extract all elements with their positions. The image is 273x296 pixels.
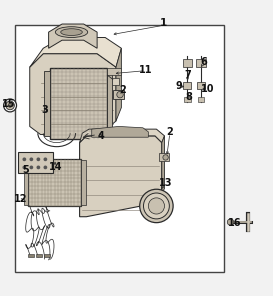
Circle shape xyxy=(144,193,169,219)
Polygon shape xyxy=(80,136,162,217)
Circle shape xyxy=(6,101,14,110)
Circle shape xyxy=(8,104,12,107)
Circle shape xyxy=(29,157,33,161)
Text: 15: 15 xyxy=(2,99,16,109)
Text: 16: 16 xyxy=(228,218,242,228)
Bar xyxy=(183,82,191,89)
Polygon shape xyxy=(80,129,165,143)
Text: 2: 2 xyxy=(119,85,126,95)
Bar xyxy=(184,97,191,102)
Circle shape xyxy=(148,198,165,214)
Ellipse shape xyxy=(61,29,82,36)
Text: 9: 9 xyxy=(176,81,183,91)
Bar xyxy=(28,159,81,206)
Polygon shape xyxy=(49,24,97,48)
Bar xyxy=(107,68,121,75)
Text: 2: 2 xyxy=(167,127,173,137)
Text: 8: 8 xyxy=(185,92,192,102)
Ellipse shape xyxy=(55,27,88,38)
Circle shape xyxy=(37,157,40,161)
Circle shape xyxy=(43,165,47,169)
Polygon shape xyxy=(92,126,148,137)
Text: 1: 1 xyxy=(159,18,167,28)
Bar xyxy=(23,160,28,205)
Bar xyxy=(106,71,112,136)
Circle shape xyxy=(227,219,234,225)
Polygon shape xyxy=(30,54,116,134)
Text: 7: 7 xyxy=(184,70,191,80)
Bar xyxy=(36,254,41,257)
Bar xyxy=(197,82,205,89)
Bar xyxy=(183,59,192,67)
Text: 3: 3 xyxy=(41,105,48,115)
Bar xyxy=(50,68,106,139)
Circle shape xyxy=(37,165,40,169)
Circle shape xyxy=(117,91,123,98)
Text: 13: 13 xyxy=(159,178,173,188)
Bar xyxy=(159,153,169,162)
Bar xyxy=(44,71,50,136)
Bar xyxy=(81,160,86,205)
Circle shape xyxy=(163,155,168,160)
Text: 4: 4 xyxy=(98,131,105,141)
Circle shape xyxy=(140,189,173,223)
Circle shape xyxy=(4,99,17,112)
Bar xyxy=(44,254,50,257)
Polygon shape xyxy=(116,48,121,121)
Text: 10: 10 xyxy=(201,84,214,94)
Bar xyxy=(196,59,206,67)
Text: 5: 5 xyxy=(22,165,29,175)
Bar xyxy=(198,97,204,102)
Text: 12: 12 xyxy=(14,194,28,204)
Bar xyxy=(15,25,224,272)
Polygon shape xyxy=(162,136,165,194)
Text: 14: 14 xyxy=(49,162,62,172)
Bar xyxy=(18,152,54,173)
Circle shape xyxy=(43,157,47,161)
Bar xyxy=(113,90,124,99)
Bar xyxy=(28,254,34,257)
Bar xyxy=(112,78,119,85)
Circle shape xyxy=(29,165,33,169)
Circle shape xyxy=(22,165,26,169)
Polygon shape xyxy=(30,38,121,67)
Text: 6: 6 xyxy=(200,57,207,67)
Text: 11: 11 xyxy=(139,65,152,75)
Circle shape xyxy=(22,157,26,161)
